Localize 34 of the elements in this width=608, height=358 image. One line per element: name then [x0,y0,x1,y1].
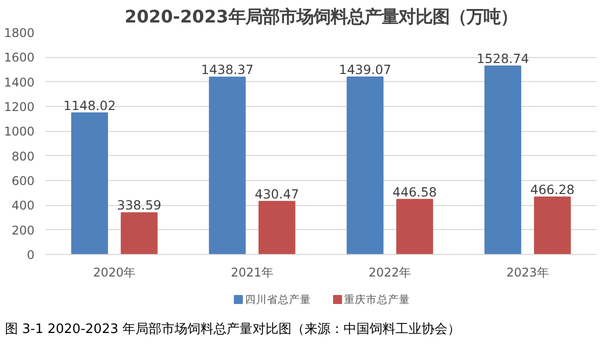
y-tick-label: 1000 [4,124,35,139]
y-tick-label: 1800 [4,26,35,40]
chart-title: 2020-2023年局部市场饲料总产量对比图（万吨） [124,8,518,28]
caption: 图 3-1 2020-2023 年局部市场饲料总产量对比图（来源：中国饲料工业协会） [5,321,460,339]
bar [534,196,571,254]
bar [484,65,522,254]
y-tick-label: 1400 [4,75,35,90]
y-tick-label: 400 [12,198,34,213]
data-label: 338.59 [117,198,162,213]
bar [396,198,434,254]
data-label: 430.47 [254,186,300,202]
y-tick-label: 600 [12,174,34,188]
data-label: 1528.74 [476,50,530,66]
y-tick-label: 1200 [4,100,35,114]
y-tick-label: 800 [12,149,34,164]
bar [258,200,296,254]
x-tick-label: 2021年 [230,266,274,280]
data-label: 1439.07 [338,62,392,78]
bar [71,112,108,254]
y-tick-label: 0 [26,248,35,262]
bar [346,76,384,254]
x-tick-label: 2020年 [93,266,136,280]
x-tick-label: 2022年 [368,266,412,280]
data-label: 1148.02 [63,98,116,113]
data-label: 446.58 [392,184,437,200]
data-label: 466.28 [530,182,575,197]
data-label: 1438.37 [201,62,254,78]
x-tick-label: 2023年 [506,266,549,280]
legend-label: 重庆市总产量 [344,293,410,306]
y-tick-label: 1600 [4,50,35,65]
bar [208,76,246,254]
bar [120,212,158,254]
y-tick-label: 200 [12,223,34,238]
legend-label: 四川省总产量 [244,293,311,306]
